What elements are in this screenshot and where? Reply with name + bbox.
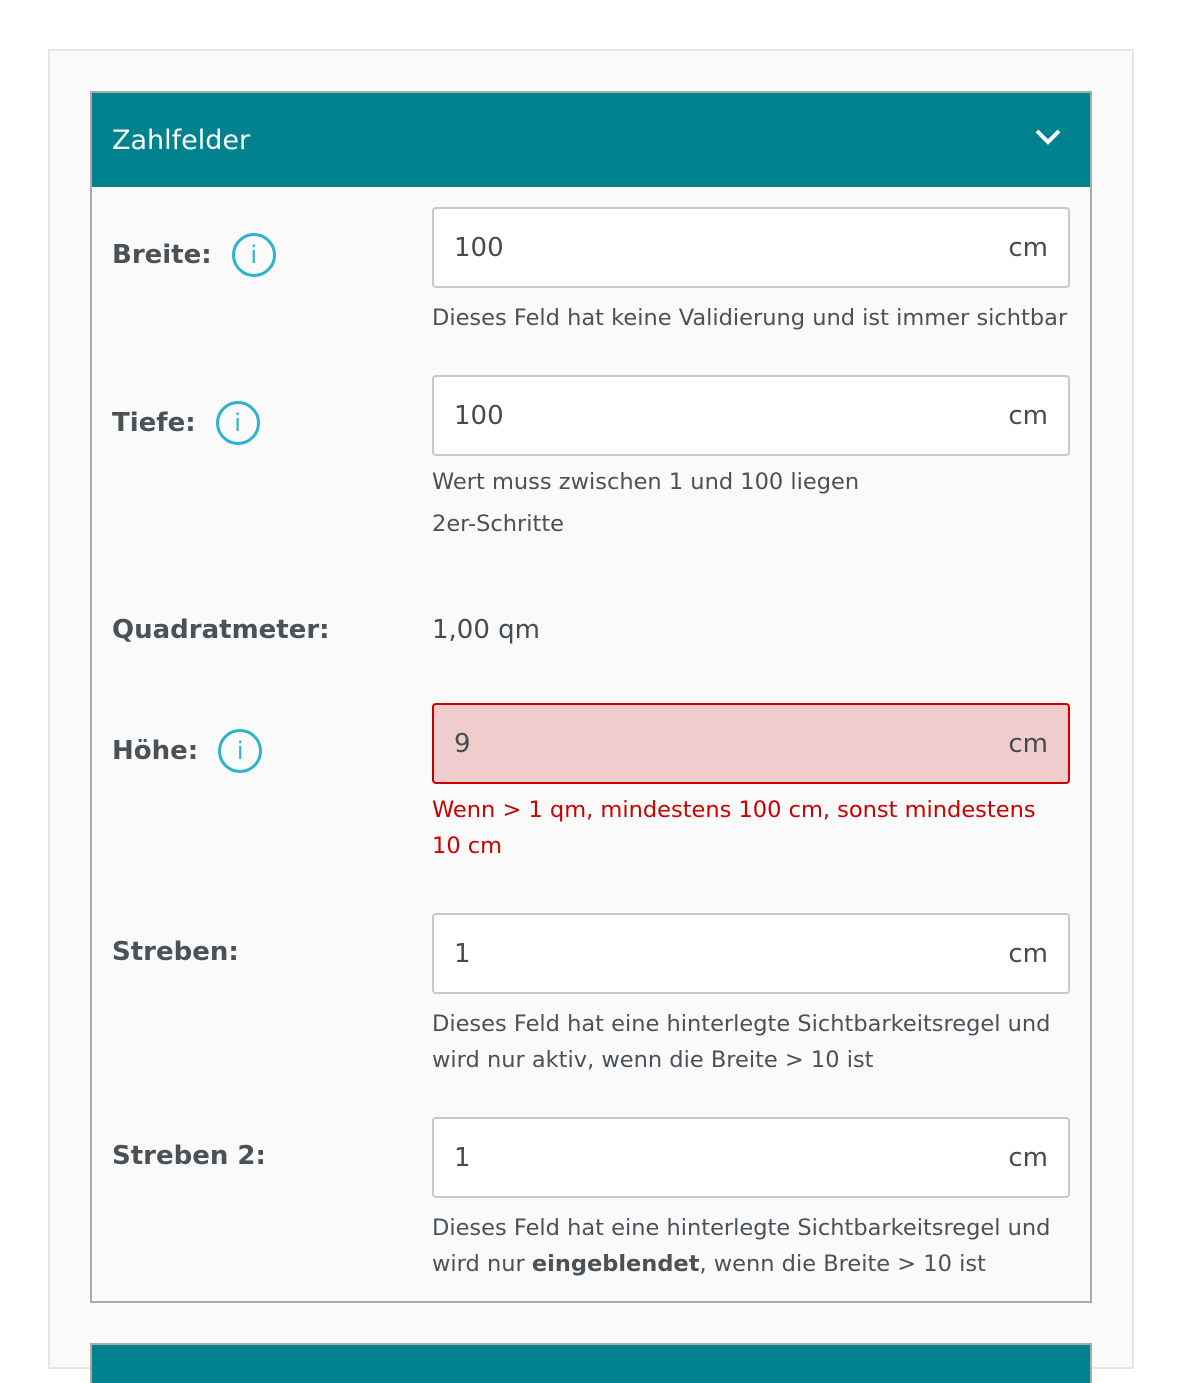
tiefe-input[interactable]: [454, 400, 930, 431]
label-hoehe: Höhe: i: [112, 729, 263, 773]
quadratmeter-value: 1,00 qm: [432, 615, 540, 645]
tiefe-help: Wert muss zwischen 1 und 100 liegen: [432, 469, 860, 495]
section-title: Zahlfelder: [112, 125, 251, 156]
label-text: Streben 2:: [112, 1141, 266, 1171]
unit: cm: [1008, 1142, 1048, 1173]
streben-2-input[interactable]: [454, 1142, 930, 1173]
tiefe-field[interactable]: cm: [432, 375, 1070, 456]
breite-help: Dieses Feld hat keine Validierung und is…: [432, 305, 1068, 331]
label-tiefe: Tiefe: i: [112, 401, 260, 445]
label-streben-2: Streben 2:: [112, 1141, 266, 1171]
streben-help: Dieses Feld hat eine hinterlegte Sichtba…: [432, 1011, 1051, 1073]
label-text: Streben:: [112, 937, 239, 967]
streben-field[interactable]: cm: [432, 913, 1070, 994]
info-icon[interactable]: i: [218, 729, 263, 773]
info-icon[interactable]: i: [215, 401, 260, 445]
unit: cm: [1008, 728, 1048, 759]
label-text: Höhe:: [112, 736, 199, 766]
streben-2-help: Dieses Feld hat eine hinterlegte Sichtba…: [432, 1210, 1052, 1282]
label-text: Breite:: [112, 240, 212, 270]
label-breite: Breite: i: [112, 233, 276, 277]
help-text: , wenn die Breite > 10 ist: [699, 1251, 986, 1277]
hoehe-field[interactable]: cm: [432, 703, 1070, 784]
label-quadratmeter: Quadratmeter:: [112, 615, 330, 645]
label-text: Tiefe:: [112, 408, 196, 438]
breite-field[interactable]: cm: [432, 207, 1070, 288]
unit: cm: [1008, 400, 1048, 431]
streben-input[interactable]: [454, 938, 930, 969]
chevron-down-icon[interactable]: [1034, 127, 1062, 147]
help-text: Dieses Feld hat eine hinterlegte Sichtba…: [432, 1215, 1051, 1277]
label-text: Quadratmeter:: [112, 615, 330, 645]
info-icon[interactable]: i: [231, 233, 276, 277]
label-streben: Streben:: [112, 937, 239, 967]
streben-2-field[interactable]: cm: [432, 1117, 1070, 1198]
hoehe-input[interactable]: [454, 728, 930, 759]
unit: cm: [1008, 938, 1048, 969]
next-section-header[interactable]: [90, 1343, 1092, 1383]
breite-input[interactable]: [454, 232, 930, 263]
hoehe-error: Wenn > 1 qm, mindestens 100 cm, sonst mi…: [432, 797, 1036, 859]
help-bold: eingeblendet: [531, 1251, 700, 1277]
unit: cm: [1008, 232, 1048, 263]
section-header[interactable]: Zahlfelder: [92, 93, 1090, 187]
tiefe-help-2: 2er-Schritte: [432, 511, 564, 537]
section-zahlfelder: Zahlfelder: [90, 91, 1092, 1303]
